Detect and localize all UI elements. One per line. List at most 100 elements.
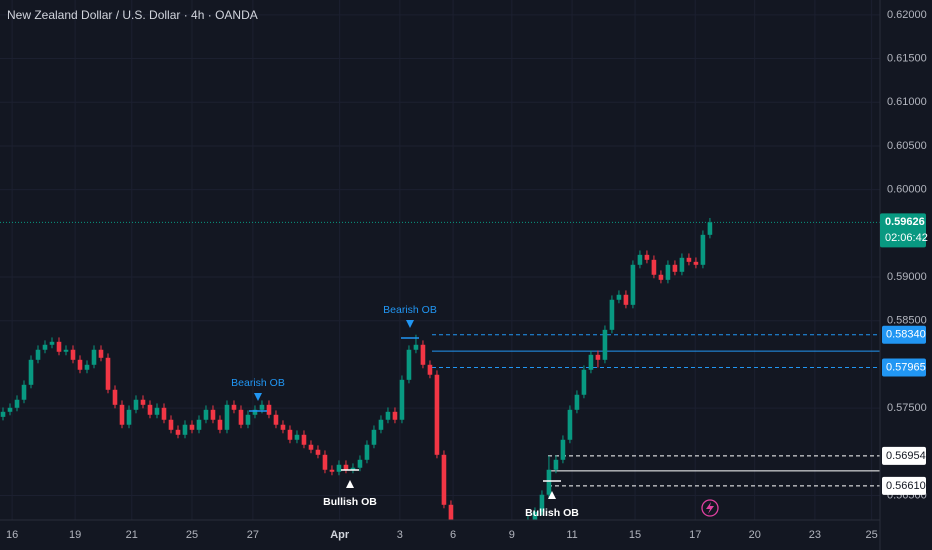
candle-body	[63, 349, 69, 352]
y-tick-label: 0.60000	[887, 184, 927, 196]
annotation-marker	[254, 393, 262, 401]
candle-body	[413, 344, 419, 350]
candle-body	[651, 259, 657, 275]
candle-body	[343, 464, 349, 470]
alert-icon[interactable]	[701, 499, 719, 517]
zone-level-label: 0.56954	[886, 450, 926, 462]
candle-body	[539, 494, 545, 512]
candle-body	[371, 429, 377, 445]
x-tick-label: 27	[247, 529, 259, 541]
candle-body	[329, 469, 335, 472]
zone-level-box	[882, 325, 926, 344]
candle-body	[21, 384, 27, 400]
candle-body	[196, 419, 202, 430]
candle-body	[420, 344, 426, 365]
x-tick-label: 25	[865, 529, 877, 541]
candle-body	[112, 389, 118, 405]
candle-body	[7, 407, 13, 412]
candle-body	[224, 404, 230, 430]
candle-body	[294, 434, 300, 440]
candle-body	[273, 414, 279, 425]
candle-body	[245, 414, 251, 425]
candle-body	[308, 444, 314, 450]
x-tick-label: 17	[689, 529, 701, 541]
annotation-text: Bearish OB	[383, 304, 437, 316]
grid	[0, 0, 880, 520]
annotation-text: Bullish OB	[323, 496, 377, 508]
candle-body	[350, 467, 356, 470]
y-tick-label: 0.59000	[887, 271, 927, 283]
candle-body	[203, 409, 209, 420]
candle-body	[623, 294, 629, 305]
candle-body	[35, 349, 41, 360]
x-tick-label: 15	[629, 529, 641, 541]
candle-body	[231, 404, 237, 410]
candle-body	[98, 349, 104, 358]
candle-body	[448, 504, 454, 520]
candle-body	[581, 369, 587, 395]
x-tick-label: 23	[809, 529, 821, 541]
candle-body	[266, 404, 272, 415]
levels	[0, 221, 880, 487]
x-tick-label: Apr	[330, 529, 350, 541]
candle-body	[119, 404, 125, 425]
candle-body	[56, 341, 62, 352]
candle-body	[189, 424, 195, 430]
x-tick-label: 3	[397, 529, 403, 541]
last-price-label: 0.59626	[885, 216, 925, 228]
candle-body	[707, 222, 713, 235]
annotation-text: Bearish OB	[231, 377, 285, 389]
candle-body	[49, 341, 55, 345]
zone-level-box	[882, 446, 926, 465]
candle-body	[588, 354, 594, 370]
x-tick-label: 9	[509, 529, 515, 541]
zone-level-box	[882, 358, 926, 377]
zone-level-label: 0.58340	[886, 329, 926, 341]
candle-body	[175, 429, 181, 435]
candle-body	[280, 424, 286, 430]
candle-body	[693, 261, 699, 265]
annotation-marker	[346, 480, 354, 488]
candle-body	[154, 407, 160, 415]
candle-body	[70, 349, 76, 360]
annotation-marker	[548, 491, 556, 499]
candle-body	[665, 264, 671, 280]
y-tick-label: 0.61000	[887, 96, 927, 108]
candle-body	[91, 349, 97, 365]
annotations: Bearish OB Bearish OB Bullish OB Bullish OB	[231, 304, 579, 519]
candle-body	[658, 274, 664, 280]
candle-body	[553, 459, 559, 470]
candle-body	[105, 357, 111, 390]
candle-body	[700, 234, 706, 265]
x-tick-label: 16	[6, 529, 18, 541]
annotation-text: Bullish OB	[525, 507, 579, 519]
candle-body	[133, 399, 139, 410]
x-tick-label: 11	[566, 529, 577, 541]
candle-body	[168, 419, 174, 430]
candle-body	[434, 374, 440, 455]
candle-body	[644, 254, 650, 260]
candle-body	[672, 264, 678, 272]
x-tick-label: 25	[186, 529, 198, 541]
candle-body	[399, 379, 405, 420]
candle-body	[385, 411, 391, 420]
candle-body	[595, 354, 601, 360]
axes: 0.62000 0.61500 0.61000 0.60500 0.60000 0.590…	[6, 9, 928, 541]
candle-body	[546, 469, 552, 495]
zone-level-label: 0.56610	[886, 480, 926, 492]
candle-body	[42, 344, 48, 350]
candle-body	[287, 429, 293, 440]
candle-body	[616, 294, 622, 300]
candle-body	[14, 399, 20, 408]
candle-body	[630, 264, 636, 305]
candle-body	[147, 404, 153, 415]
candle-body	[252, 409, 258, 415]
countdown-label: 02:06:42	[885, 232, 928, 244]
candle-body	[322, 454, 328, 470]
y-tick-label: 0.61500	[887, 52, 927, 64]
last-price-box	[880, 213, 926, 248]
candle-body	[609, 299, 615, 330]
